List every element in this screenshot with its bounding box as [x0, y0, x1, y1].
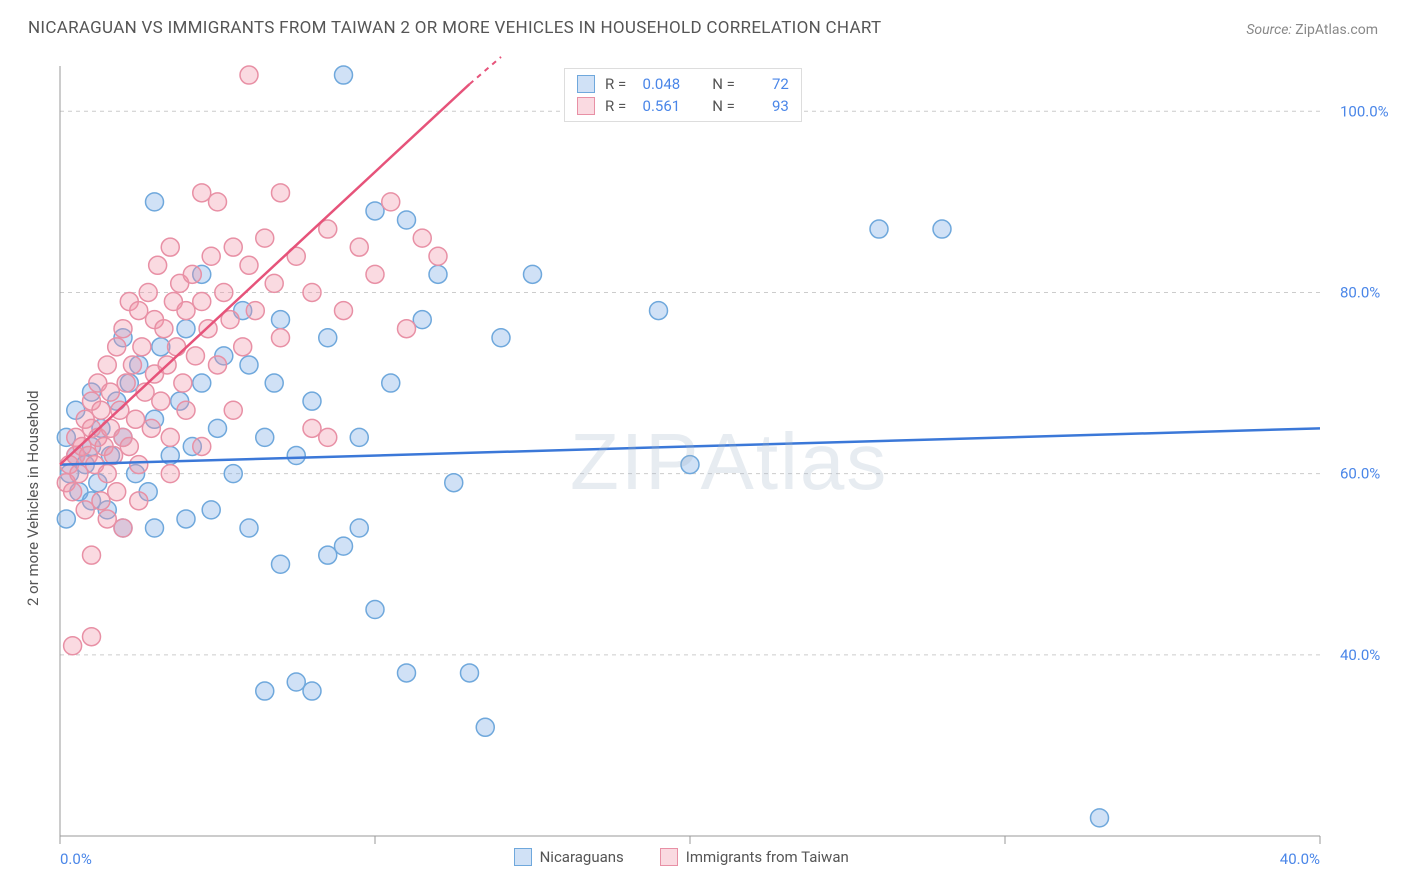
svg-text:80.0%: 80.0% — [1340, 283, 1380, 301]
legend-swatch — [514, 848, 532, 866]
r-value: 0.048 — [636, 75, 680, 93]
r-label: R = — [605, 75, 626, 93]
chart-area: 40.0%60.0%80.0%100.0%0.0%40.0% ZIPAtlas … — [0, 56, 1406, 892]
chart-title: NICARAGUAN VS IMMIGRANTS FROM TAIWAN 2 O… — [28, 18, 881, 38]
svg-text:40.0%: 40.0% — [1340, 646, 1380, 664]
legend-item: Immigrants from Taiwan — [660, 848, 849, 866]
legend-item: Nicaraguans — [514, 848, 624, 866]
y-axis-label: 2 or more Vehicles in Household — [24, 390, 42, 606]
correlation-stat-box: R = 0.048 N = 72 R = 0.561 N = 93 — [564, 68, 802, 122]
stat-row: R = 0.048 N = 72 — [565, 73, 801, 95]
legend-label: Nicaraguans — [540, 848, 624, 866]
source-name: ZipAtlas.com — [1295, 22, 1378, 38]
source-prefix: Source: — [1246, 22, 1295, 38]
legend-label: Immigrants from Taiwan — [686, 848, 849, 866]
series-swatch — [577, 75, 595, 93]
series-swatch — [577, 97, 595, 115]
svg-text:60.0%: 60.0% — [1340, 465, 1380, 483]
legend-swatch — [660, 848, 678, 866]
svg-text:40.0%: 40.0% — [1280, 850, 1320, 868]
legend: Nicaraguans Immigrants from Taiwan — [514, 848, 849, 866]
source-credit: Source: ZipAtlas.com — [1246, 22, 1378, 38]
n-label: N = — [712, 97, 735, 115]
r-label: R = — [605, 97, 626, 115]
n-value: 72 — [745, 75, 789, 93]
scatter-chart-svg: 40.0% 60.0% 80.0% 100.0% 0.0% 40.0% — [0, 56, 1406, 892]
svg-text:0.0%: 0.0% — [60, 850, 92, 868]
svg-text:100.0%: 100.0% — [1340, 102, 1389, 120]
stat-row: R = 0.561 N = 93 — [565, 95, 801, 117]
n-label: N = — [712, 75, 735, 93]
r-value: 0.561 — [636, 97, 680, 115]
n-value: 93 — [745, 97, 789, 115]
